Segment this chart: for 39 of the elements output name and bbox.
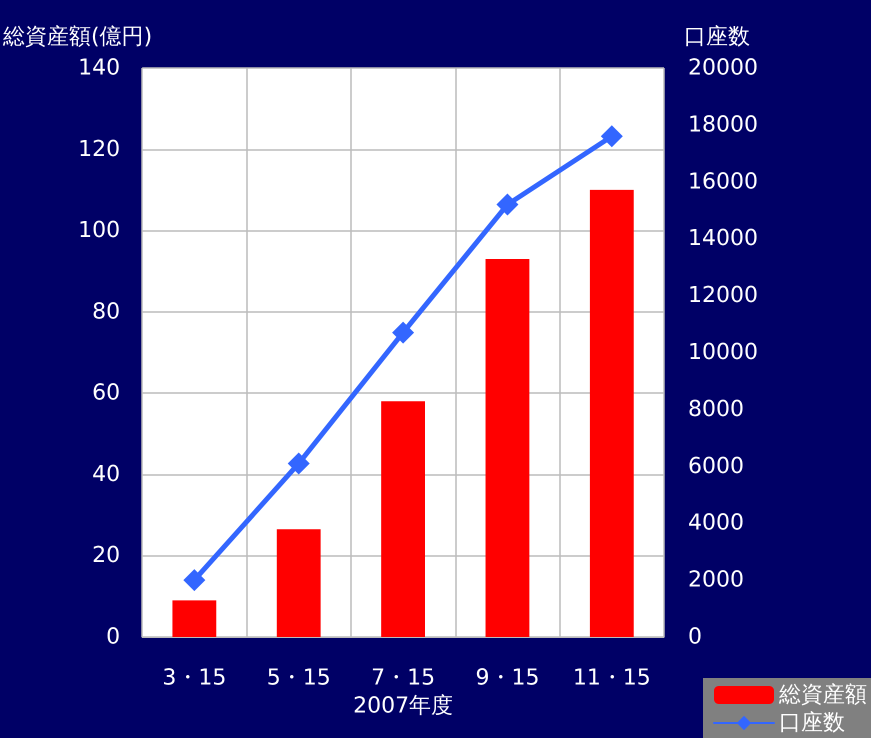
y2-tick-label: 4000 (688, 510, 744, 536)
y2-tick-label: 6000 (688, 454, 744, 479)
point (288, 452, 310, 474)
y2-tick-label: 2000 (688, 568, 744, 593)
x-tick-label: 11・15 (572, 666, 651, 690)
y2-axis-title: 口座数 (684, 24, 750, 50)
y2-tick-label: 8000 (688, 396, 744, 422)
y-tick-label: 60 (92, 380, 120, 406)
y2-tick-label: 20000 (688, 56, 758, 80)
x-tick-label: 9・15 (475, 666, 540, 690)
y2-tick-label: 18000 (688, 112, 758, 138)
y-axis-title: 総資産額(億円) (2, 24, 152, 50)
bar (381, 401, 425, 637)
x-axis-title: 2007年度 (353, 694, 454, 718)
bar (590, 190, 634, 637)
bar (276, 529, 321, 637)
y2-tick-label: 14000 (688, 226, 758, 252)
y2-tick-label: 12000 (688, 283, 758, 308)
point (183, 569, 206, 592)
y-tick-label: 140 (78, 56, 120, 80)
point (392, 322, 414, 344)
x-tick-label: 5・15 (266, 666, 331, 690)
y-tick-label: 100 (78, 218, 120, 244)
bar (172, 600, 216, 637)
x-tick-label: 7・15 (371, 666, 436, 690)
y-tick-label: 80 (92, 299, 120, 324)
x-tick-label: 3・15 (162, 666, 226, 690)
bar (486, 259, 530, 637)
y2-tick-label: 0 (688, 624, 702, 650)
y2-tick-label: 10000 (688, 340, 758, 365)
y2-tick-label: 16000 (688, 169, 758, 194)
legend-label: 総資産額 (778, 682, 867, 708)
point (600, 125, 623, 148)
point (496, 194, 518, 216)
y-tick-label: 40 (92, 462, 120, 487)
legend-label: 口座数 (779, 710, 845, 736)
y-tick-label: 0 (106, 624, 120, 650)
y-tick-label: 120 (78, 136, 120, 162)
y-tick-label: 20 (92, 543, 120, 568)
